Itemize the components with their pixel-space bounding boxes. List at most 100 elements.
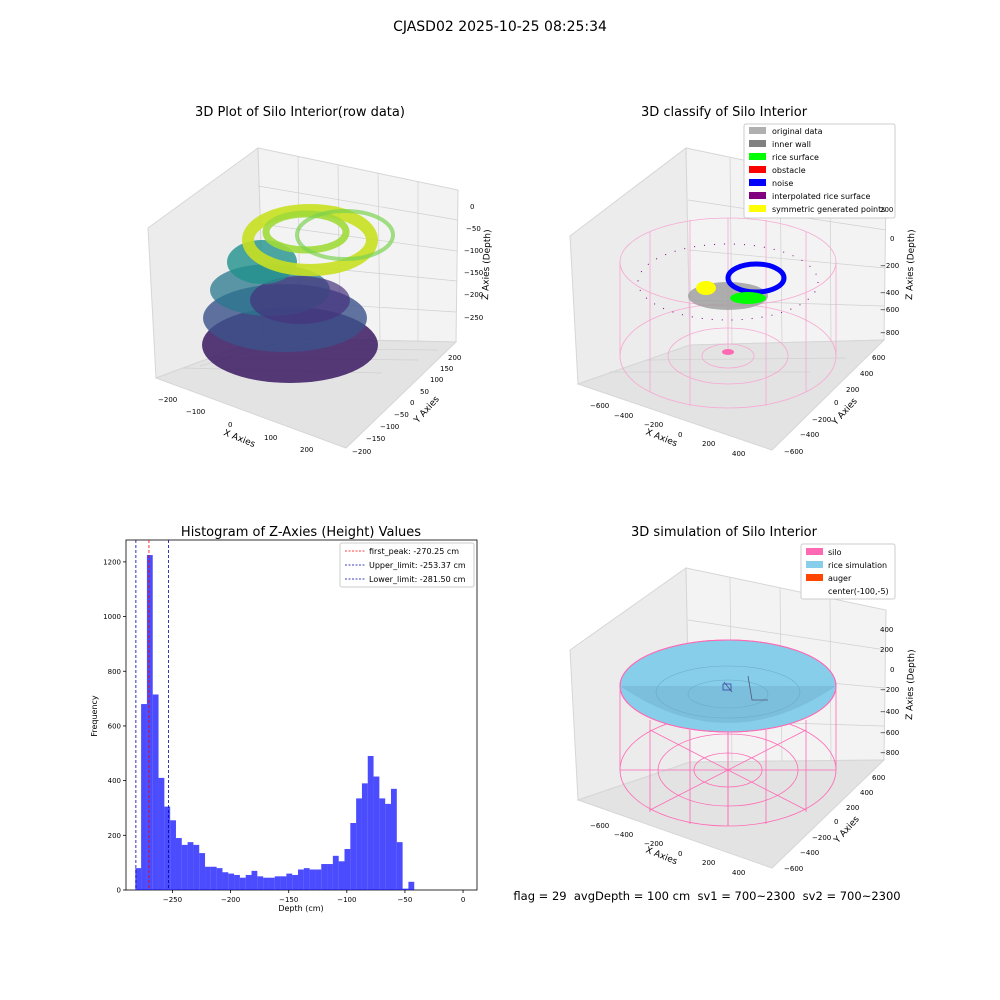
hist-bar: [135, 868, 142, 890]
raw-ztick: −250: [464, 314, 483, 322]
classify-ytick: −200: [812, 416, 831, 424]
legend-label: silo: [828, 548, 842, 557]
hist-bar: [228, 873, 235, 890]
sim-z-ticks: 400 200 0 −200 −400 −600 −800: [880, 626, 899, 757]
sim-zlabel: Z Axies (Depth): [905, 649, 917, 720]
hist-bar: [338, 861, 345, 890]
legend-label: noise: [772, 179, 793, 188]
sim-floor-pane: [576, 759, 886, 869]
classify-xtick: −600: [590, 402, 609, 410]
hist-bar: [396, 842, 403, 890]
hist-bar: [373, 776, 380, 890]
classify-ytick: 400: [860, 370, 873, 378]
classify-z-ticks: 200 0 −200 −400 −600 −800: [880, 206, 899, 337]
hist-bar: [292, 874, 299, 890]
legend-swatch: [749, 192, 766, 199]
hist-bar: [205, 866, 211, 890]
classify-legend-entry: obstacle: [749, 166, 806, 175]
classify-legend-entry: rice surface: [749, 153, 819, 162]
classify-ztick: 0: [890, 235, 894, 243]
sim-ztick: 400: [880, 626, 893, 634]
legend-swatch: [806, 574, 823, 581]
hist-bar: [303, 868, 310, 890]
classify-ztick: 200: [880, 206, 893, 214]
hist-bar: [175, 838, 182, 890]
hist-plot-area: [125, 539, 478, 891]
legend-swatch: [806, 561, 823, 568]
raw-ztick: 0: [470, 203, 474, 211]
hist-bar: [361, 783, 368, 890]
hist-ytick-label: 0: [117, 887, 121, 895]
hist-bar: [379, 798, 386, 890]
hist-bar: [367, 756, 374, 890]
raw-ytick: 50: [420, 388, 429, 396]
hist-bar: [315, 869, 322, 890]
legend-swatch: [749, 205, 766, 212]
raw-xtick: 0: [228, 421, 232, 429]
sim-ytick: −200: [812, 834, 831, 842]
raw-xlabel: X Axies: [222, 428, 257, 450]
raw-xtick: −100: [186, 408, 205, 416]
panel-simulation-3d: 3D simulation of Silo Interior: [513, 525, 917, 903]
hist-ytick-label: 600: [108, 722, 121, 730]
sim-ytick: 400: [860, 789, 873, 797]
classify-x-ticks: −600 −400 −200 0 200 400: [590, 402, 745, 458]
raw-zlabel: Z Axies (Depth): [481, 229, 493, 300]
legend-label: center(-100,-5): [828, 587, 889, 596]
legend-label: first_peak: -270.25 cm: [369, 547, 459, 556]
classify-legend-entry: symmetric generated points: [749, 205, 885, 214]
hist-ytick-label: 800: [108, 668, 121, 676]
raw-title: 3D Plot of Silo Interior(row data): [195, 105, 405, 120]
sim-ytick: 600: [872, 774, 885, 782]
hist-vlines: [135, 540, 169, 890]
hist-legend-frame: [339, 542, 475, 588]
classify-legend-entry: original data: [749, 127, 823, 136]
sim-ztick: −400: [880, 708, 899, 716]
legend-label: obstacle: [772, 166, 806, 175]
sim-ytick: −400: [800, 849, 819, 857]
raw-ytick: 0: [410, 399, 414, 407]
hist-bar: [257, 876, 264, 890]
hist-bar: [181, 844, 188, 890]
raw-ytick: 100: [430, 376, 443, 384]
hist-bar: [274, 876, 281, 890]
hist-ytick-label: 1000: [103, 613, 121, 621]
raw-ytick: −150: [366, 435, 385, 443]
hist-bar: [210, 866, 217, 890]
classify-legend-entry: inner wall: [749, 140, 811, 149]
classify-xlabel: X Axies: [644, 428, 679, 450]
hist-bar: [286, 873, 293, 890]
sim-title: 3D simulation of Silo Interior: [631, 525, 818, 540]
classify-xtick: 0: [678, 431, 682, 439]
sim-y-ticks: 600 400 200 0 −200 −400 −600: [784, 774, 885, 873]
raw-ytick: −50: [394, 411, 409, 419]
legend-swatch: [749, 127, 766, 134]
hist-bar: [268, 877, 275, 890]
classify-legend-entry: noise: [749, 179, 793, 188]
raw-x-ticks: −200 −100 0 100 200: [158, 396, 313, 454]
hist-xtick-label: −200: [221, 896, 240, 904]
sim-ztick: −800: [880, 749, 899, 757]
raw-xtick: 100: [264, 434, 277, 442]
hist-bar: [408, 881, 415, 890]
sim-status-text: flag = 29 avgDepth = 100 cm sv1 = 700~23…: [513, 889, 900, 903]
legend-label: original data: [772, 127, 823, 136]
hist-bar: [344, 848, 351, 890]
classify-xtick: −400: [614, 412, 633, 420]
hist-xtick-label: −150: [279, 896, 298, 904]
sim-xtick: 400: [732, 869, 745, 877]
classify-legend: original data inner wall rice surface ob…: [743, 123, 896, 219]
classify-ytick: −400: [800, 431, 819, 439]
hist-bar: [298, 869, 304, 890]
raw-ytick: 150: [440, 365, 453, 373]
hist-bar: [158, 777, 165, 890]
hist-bar: [216, 868, 223, 890]
hist-bar: [245, 874, 252, 890]
legend-label: inner wall: [772, 140, 811, 149]
sim-x-ticks: −600 −400 −200 0 200 400: [590, 822, 745, 877]
hist-bar: [164, 806, 171, 890]
hist-xtick-label: −250: [163, 896, 182, 904]
legend-swatch: [749, 153, 766, 160]
hist-bar: [199, 853, 206, 890]
